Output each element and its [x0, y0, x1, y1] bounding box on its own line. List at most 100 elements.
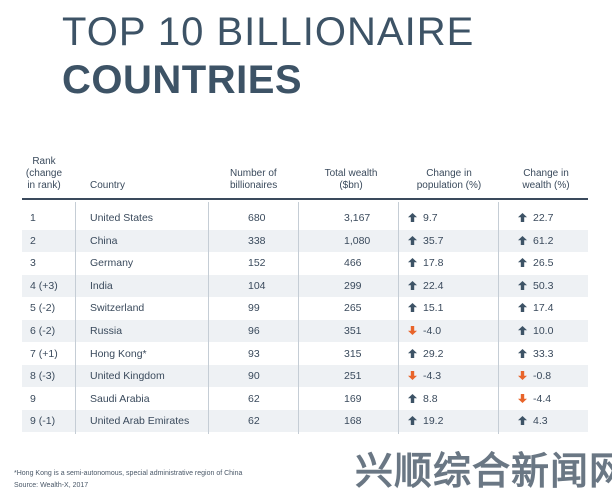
- header-rank-line: (change: [25, 168, 63, 179]
- cell-change-population: -4.0: [408, 320, 441, 342]
- cell-change-population-value: 15.1: [423, 302, 444, 315]
- header-wealth-change-line: Change in: [523, 168, 569, 179]
- arrow-down-icon: [408, 326, 417, 335]
- cell-change-population: 19.2: [408, 410, 443, 432]
- cell-change-wealth: 22.7: [518, 207, 553, 229]
- title-line-2: COUNTRIES: [62, 58, 303, 102]
- header-change-population: Change in population (%): [404, 168, 494, 192]
- cell-total-wealth: 1,080: [344, 234, 371, 247]
- cell-billionaires: 90: [248, 370, 260, 383]
- cell-rank: 4 (+3): [30, 279, 58, 292]
- cell-rank: 8 (-3): [30, 370, 56, 383]
- arrow-up-icon: [408, 416, 417, 426]
- arrow-up-icon: [518, 258, 527, 268]
- arrow-down-icon: [518, 371, 527, 381]
- cell-billionaires: 93: [248, 347, 260, 360]
- table-row: 6 (-2) Russia 96 351 -4.0 10.0: [22, 320, 588, 342]
- arrow-up-icon: [518, 348, 527, 358]
- cell-change-population: 35.7: [408, 230, 443, 252]
- watermark: 兴顺综合新闻网: [355, 451, 612, 493]
- header-population-line: population (%): [416, 180, 482, 191]
- table-row: 1 United States 680 3,167 9.7 22.7: [22, 207, 588, 229]
- cell-change-wealth-value: -0.8: [533, 370, 552, 383]
- cell-total-wealth: 265: [344, 302, 362, 315]
- arrow-up-icon: [518, 326, 527, 335]
- cell-change-wealth-value: -4.4: [533, 392, 552, 405]
- cell-country: United Arab Emirates: [90, 415, 190, 428]
- cell-billionaires: 62: [248, 392, 260, 405]
- cell-change-wealth: 33.3: [518, 343, 553, 365]
- cell-change-population-value: -4.3: [423, 370, 442, 383]
- cell-change-population: 22.4: [408, 275, 443, 297]
- cell-country: Germany: [90, 257, 134, 270]
- cell-change-population: 17.8: [408, 252, 443, 274]
- cell-country: Switzerland: [90, 302, 145, 315]
- cell-change-wealth: 17.4: [518, 297, 553, 319]
- cell-change-wealth-value: 4.3: [533, 415, 548, 428]
- cell-total-wealth: 3,167: [344, 212, 371, 224]
- header-country: Country: [90, 180, 126, 191]
- source-note: Source: Wealth-X, 2017: [14, 482, 89, 489]
- cell-change-wealth: 4.3: [518, 410, 548, 432]
- cell-change-wealth-value: 33.3: [533, 347, 554, 360]
- cell-total-wealth: 251: [344, 370, 362, 383]
- table-row: 4 (+3) India 104 299 22.4 50.3: [22, 274, 588, 297]
- arrow-up-icon: [408, 348, 417, 358]
- cell-country: United States: [90, 212, 154, 224]
- cell-change-population: 8.8: [408, 388, 438, 410]
- cell-change-population: 9.7: [408, 207, 438, 229]
- header-billionaires-line: billionaires: [230, 180, 278, 191]
- cell-change-wealth-value: 61.2: [533, 234, 554, 247]
- footnote: *Hong Kong is a semi-autonomous, special…: [14, 470, 243, 477]
- header-population-line: Change in: [426, 168, 472, 179]
- header-wealth-line: ($bn): [339, 180, 363, 191]
- table-row: 7 (+1) Hong Kong* 93 315 29.2 33.3: [22, 343, 588, 365]
- cell-change-population-value: 35.7: [423, 234, 444, 247]
- cell-change-population-value: 22.4: [423, 279, 444, 292]
- cell-billionaires: 99: [248, 302, 260, 315]
- header-rule: [22, 198, 588, 200]
- cell-country: Saudi Arabia: [90, 392, 150, 405]
- table-row: 3 Germany 152 466 17.8 26.5: [22, 252, 588, 274]
- arrow-down-icon: [408, 371, 417, 381]
- cell-billionaires: 62: [248, 415, 260, 428]
- arrow-up-icon: [408, 235, 417, 245]
- cell-change-population-value: 8.8: [423, 392, 438, 405]
- cell-total-wealth: 168: [344, 415, 362, 428]
- arrow-up-icon: [518, 235, 527, 245]
- header-billionaires-line: Number of: [230, 168, 277, 179]
- cell-country: Hong Kong*: [90, 347, 147, 360]
- cell-rank: 5 (-2): [30, 302, 56, 315]
- cell-change-wealth: 50.3: [518, 275, 553, 297]
- cell-total-wealth: 169: [344, 392, 362, 405]
- table-row: 8 (-3) United Kingdom 90 251 -4.3 -0.8: [22, 365, 588, 388]
- cell-billionaires: 680: [248, 212, 266, 224]
- arrow-up-icon: [408, 280, 417, 290]
- arrow-up-icon: [408, 303, 417, 313]
- column-divider: [498, 202, 499, 434]
- cell-rank: 9 (-1): [30, 415, 56, 428]
- header-change-wealth: Change in wealth (%): [506, 168, 586, 192]
- arrow-up-icon: [518, 213, 527, 222]
- cell-billionaires: 104: [248, 279, 266, 292]
- header-wealth-change-line: wealth (%): [522, 180, 570, 191]
- column-divider: [298, 202, 299, 434]
- cell-change-wealth-value: 50.3: [533, 279, 554, 292]
- header-wealth-line: Total wealth: [324, 168, 378, 179]
- cell-change-population: 15.1: [408, 297, 443, 319]
- cell-country: India: [90, 279, 113, 292]
- column-divider: [208, 202, 209, 434]
- cell-change-population: -4.3: [408, 365, 441, 387]
- cell-rank: 7 (+1): [30, 347, 58, 360]
- cell-billionaires: 338: [248, 234, 266, 247]
- column-divider: [75, 202, 76, 434]
- table-row: 5 (-2) Switzerland 99 265 15.1 17.4: [22, 297, 588, 319]
- cell-billionaires: 152: [248, 257, 266, 270]
- header-total-wealth: Total wealth ($bn): [310, 168, 392, 192]
- cell-change-wealth-value: 10.0: [533, 325, 554, 337]
- header-billionaires: Number of billionaires: [230, 168, 277, 192]
- cell-country: United Kingdom: [90, 370, 165, 383]
- header-rank-line: Rank: [32, 156, 56, 167]
- cell-rank: 2: [30, 234, 36, 247]
- arrow-up-icon: [408, 213, 417, 222]
